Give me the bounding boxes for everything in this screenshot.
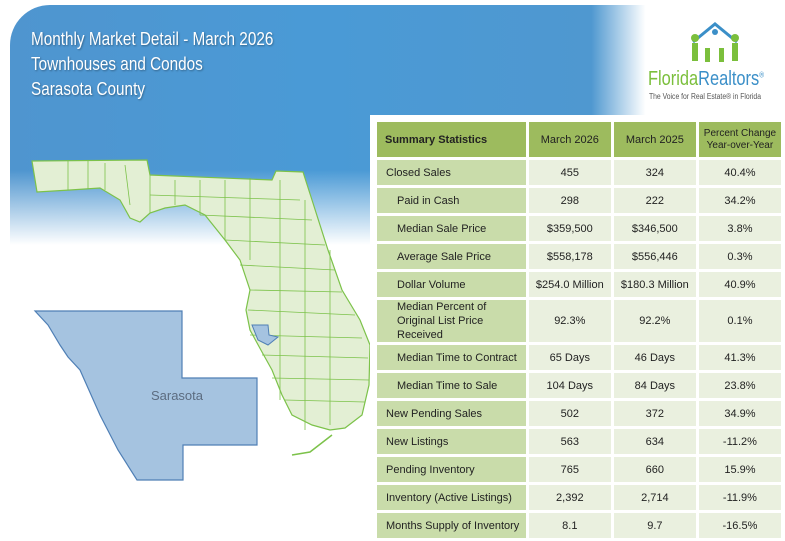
summary-statistics-table: Summary Statistics March 2026 March 2025… xyxy=(374,119,784,541)
march-2026-value: 502 xyxy=(528,401,611,426)
march-2026-value: 455 xyxy=(528,160,611,185)
title-line-1: Monthly Market Detail - March 2026 xyxy=(31,29,274,49)
table-row: Average Sale Price $558,178 $556,446 0.3% xyxy=(377,244,781,269)
march-2026-value: $558,178 xyxy=(528,244,611,269)
row-label: Months Supply of Inventory xyxy=(377,513,526,538)
march-2025-value: 372 xyxy=(613,401,696,426)
header-march-2025: March 2025 xyxy=(613,122,696,157)
march-2026-value: 92.3% xyxy=(528,300,611,342)
percent-change-value: 3.8% xyxy=(698,216,781,241)
table-row: Median Time to Sale 104 Days 84 Days 23.8% xyxy=(377,373,781,398)
sarasota-locator xyxy=(251,324,280,346)
table-row: Pending Inventory 765 660 15.9% xyxy=(377,457,781,482)
march-2026-value: 765 xyxy=(528,457,611,482)
march-2025-value: 660 xyxy=(613,457,696,482)
row-label: Dollar Volume xyxy=(377,272,526,297)
logo-wordmark: FloridaRealtors® xyxy=(648,68,765,90)
march-2026-value: 563 xyxy=(528,429,611,454)
row-label: Inventory (Active Listings) xyxy=(377,485,526,510)
march-2026-value: 104 Days xyxy=(528,373,611,398)
march-2025-value: 2,714 xyxy=(613,485,696,510)
percent-change-value: -16.5% xyxy=(698,513,781,538)
table-row: Months Supply of Inventory 8.1 9.7 -16.5% xyxy=(377,513,781,538)
march-2025-value: 324 xyxy=(613,160,696,185)
florida-realtors-logo: FloridaRealtors® The Voice for Real Esta… xyxy=(645,20,785,110)
march-2026-value: 298 xyxy=(528,188,611,213)
row-label: Median Time to Contract xyxy=(377,345,526,370)
table-row: Closed Sales 455 324 40.4% xyxy=(377,160,781,185)
table-row: Inventory (Active Listings) 2,392 2,714 -11… xyxy=(377,485,781,510)
percent-change-value: -11.2% xyxy=(698,429,781,454)
percent-change-value: -11.9% xyxy=(698,485,781,510)
table-row: New Pending Sales 502 372 34.9% xyxy=(377,401,781,426)
march-2025-value: 92.2% xyxy=(613,300,696,342)
report-title: Monthly Market Detail - March 2026 Townh… xyxy=(31,27,273,102)
march-2025-value: 84 Days xyxy=(613,373,696,398)
row-label: Closed Sales xyxy=(377,160,526,185)
percent-change-value: 0.1% xyxy=(698,300,781,342)
row-label: Median Sale Price xyxy=(377,216,526,241)
table-row: Paid in Cash 298 222 34.2% xyxy=(377,188,781,213)
march-2025-value: 634 xyxy=(613,429,696,454)
march-2025-value: 46 Days xyxy=(613,345,696,370)
percent-change-value: 23.8% xyxy=(698,373,781,398)
houses-people-icon xyxy=(691,22,739,62)
march-2025-value: 222 xyxy=(613,188,696,213)
march-2026-value: 65 Days xyxy=(528,345,611,370)
header-percent-change: Percent Change Year-over-Year xyxy=(698,122,781,157)
percent-change-value: 34.9% xyxy=(698,401,781,426)
march-2025-value: $180.3 Million xyxy=(613,272,696,297)
table-row: Median Percent of Original List Price Re… xyxy=(377,300,781,342)
row-label: Median Percent of Original List Price Re… xyxy=(377,300,526,342)
march-2026-value: $254.0 Million xyxy=(528,272,611,297)
percent-change-value: 41.3% xyxy=(698,345,781,370)
table-row: Median Time to Contract 65 Days 46 Days 41.… xyxy=(377,345,781,370)
row-label: New Listings xyxy=(377,429,526,454)
county-lines xyxy=(67,161,370,430)
row-label: New Pending Sales xyxy=(377,401,526,426)
table-row: Dollar Volume $254.0 Million $180.3 Millio… xyxy=(377,272,781,297)
march-2026-value: 2,392 xyxy=(528,485,611,510)
table-row: Median Sale Price $359,500 $346,500 3.8% xyxy=(377,216,781,241)
percent-change-value: 15.9% xyxy=(698,457,781,482)
title-line-3: Sarasota County xyxy=(31,79,145,99)
percent-change-value: 0.3% xyxy=(698,244,781,269)
sarasota-county-shape xyxy=(33,310,258,481)
row-label: Average Sale Price xyxy=(377,244,526,269)
march-2025-value: $556,446 xyxy=(613,244,696,269)
march-2026-value: $359,500 xyxy=(528,216,611,241)
march-2025-value: 9.7 xyxy=(613,513,696,538)
march-2025-value: $346,500 xyxy=(613,216,696,241)
title-line-2: Townhouses and Condos xyxy=(31,54,203,74)
march-2026-value: 8.1 xyxy=(528,513,611,538)
logo-tagline: The Voice for Real Estate® in Florida xyxy=(649,92,761,101)
row-label: Median Time to Sale xyxy=(377,373,526,398)
header-summary-statistics: Summary Statistics xyxy=(377,122,526,157)
florida-state-shape xyxy=(31,159,371,431)
florida-map: Sarasota xyxy=(31,159,371,481)
row-label: Pending Inventory xyxy=(377,457,526,482)
row-label: Paid in Cash xyxy=(377,188,526,213)
percent-change-value: 40.4% xyxy=(698,160,781,185)
table-header-row: Summary Statistics March 2026 March 2025… xyxy=(377,122,781,157)
summary-statistics-panel: Summary Statistics March 2026 March 2025… xyxy=(370,115,785,538)
sarasota-label: Sarasota xyxy=(151,388,204,403)
table-row: New Listings 563 634 -11.2% xyxy=(377,429,781,454)
percent-change-value: 40.9% xyxy=(698,272,781,297)
header-march-2026: March 2026 xyxy=(528,122,611,157)
percent-change-value: 34.2% xyxy=(698,188,781,213)
